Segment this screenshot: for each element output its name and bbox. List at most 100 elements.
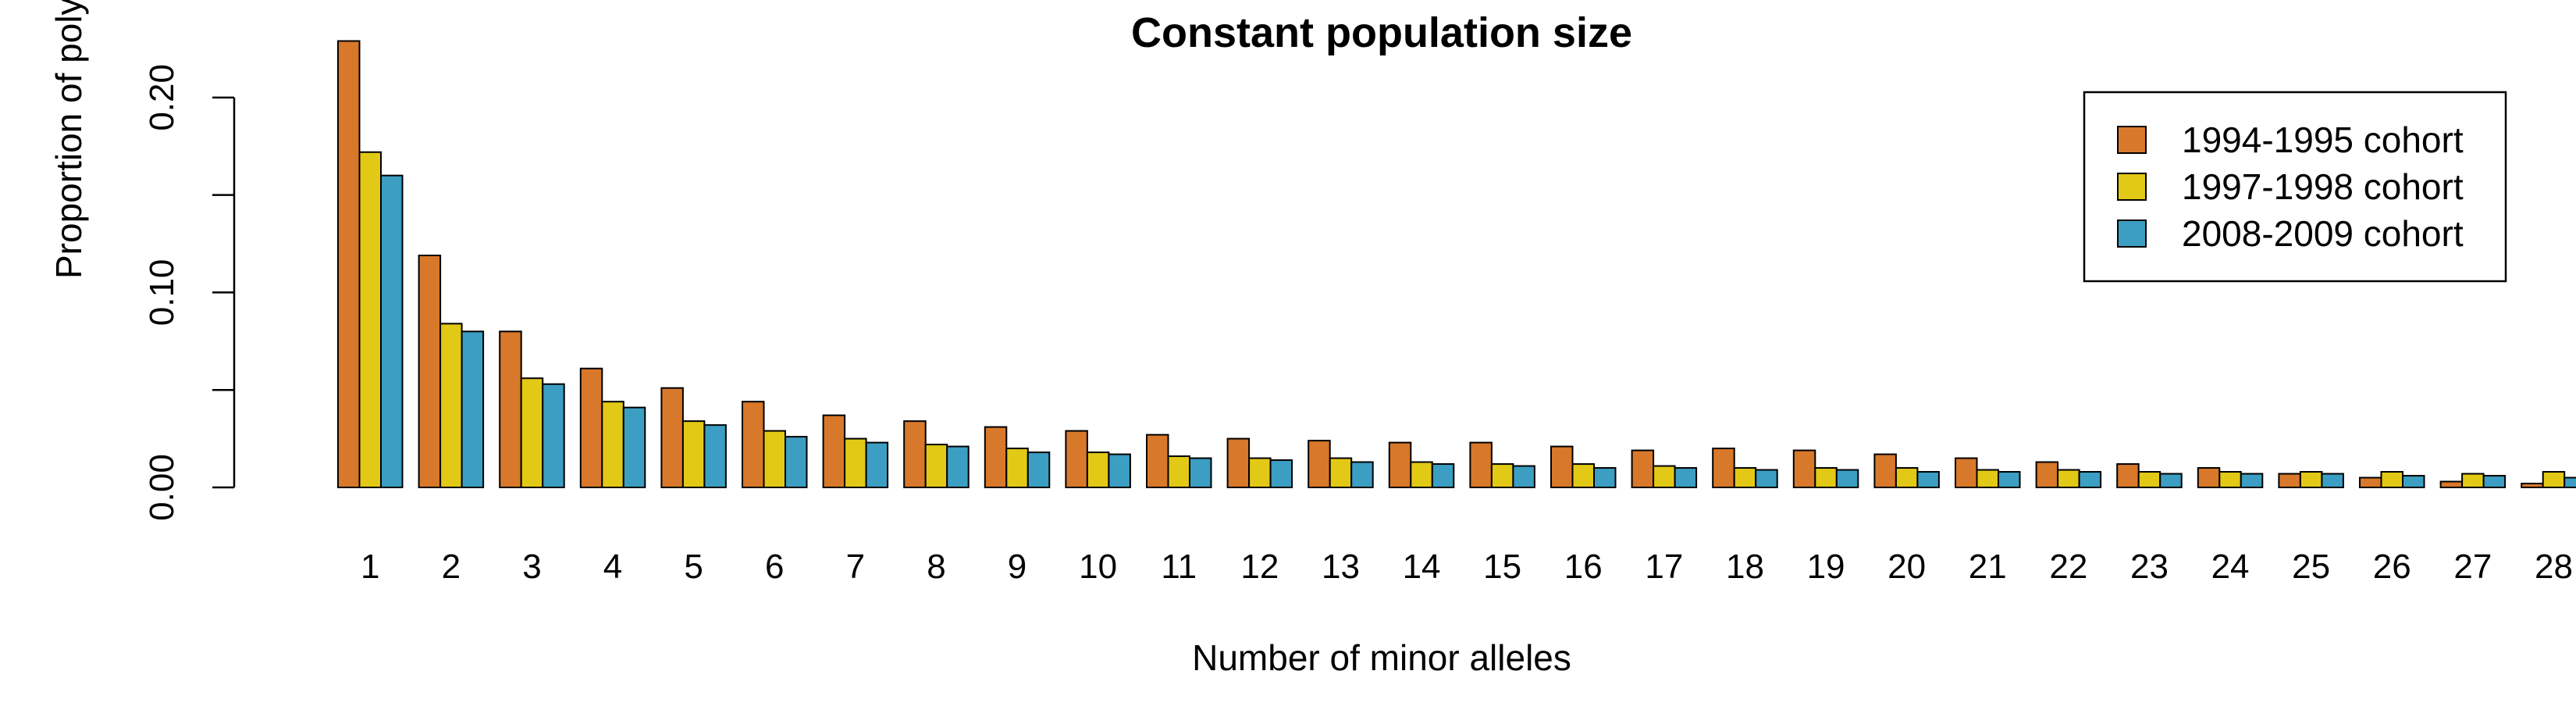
x-tick-label: 15 — [1483, 548, 1521, 586]
bar-2008-2009-cohort-19 — [1835, 469, 1859, 488]
bar-2008-2009-cohort-23 — [2159, 473, 2183, 489]
bar-1997-1998-cohort-12 — [1248, 457, 1272, 489]
bar-1997-1998-cohort-21 — [1976, 469, 1999, 488]
bar-2008-2009-cohort-2 — [461, 330, 485, 489]
bar-1997-1998-cohort-1 — [358, 151, 382, 488]
bar-2008-2009-cohort-28 — [2564, 476, 2576, 488]
bar-1997-1998-cohort-17 — [1653, 465, 1676, 489]
bar-1994-1995-cohort-22 — [2035, 461, 2059, 488]
x-tick-label: 20 — [1888, 548, 1926, 586]
x-tick-label: 24 — [2211, 548, 2250, 586]
bar-1994-1995-cohort-26 — [2359, 476, 2382, 488]
bar-1997-1998-cohort-14 — [1410, 461, 1433, 488]
bar-1994-1995-cohort-7 — [822, 414, 846, 489]
bar-2008-2009-cohort-26 — [2402, 475, 2425, 488]
bar-1994-1995-cohort-10 — [1065, 430, 1088, 489]
bar-2008-2009-cohort-9 — [1026, 451, 1051, 488]
bar-1997-1998-cohort-27 — [2461, 473, 2485, 489]
bar-1994-1995-cohort-5 — [660, 387, 684, 488]
x-tick-label: 6 — [765, 548, 784, 586]
x-tick-label: 2 — [442, 548, 461, 586]
chart-title: Constant population size — [1131, 9, 1632, 56]
bar-1997-1998-cohort-15 — [1490, 463, 1514, 489]
bar-1997-1998-cohort-25 — [2299, 471, 2323, 489]
bar-1997-1998-cohort-10 — [1086, 451, 1110, 488]
x-tick-label: 12 — [1240, 548, 1279, 586]
bar-1994-1995-cohort-20 — [1873, 453, 1897, 488]
bar-1997-1998-cohort-3 — [520, 377, 544, 488]
x-tick-label: 8 — [927, 548, 945, 586]
bar-1994-1995-cohort-12 — [1226, 437, 1251, 489]
y-tick-label: 0.10 — [143, 259, 181, 327]
bar-1997-1998-cohort-24 — [2218, 471, 2242, 489]
legend-swatch — [2117, 126, 2147, 154]
x-tick-label: 21 — [1969, 548, 2007, 586]
bar-2008-2009-cohort-18 — [1755, 469, 1778, 488]
x-tick-label: 13 — [1322, 548, 1360, 586]
x-axis-label: Number of minor alleles — [1192, 637, 1571, 678]
bar-2008-2009-cohort-20 — [1916, 471, 1940, 489]
bar-1997-1998-cohort-11 — [1167, 455, 1190, 489]
bar-1997-1998-cohort-26 — [2380, 471, 2403, 489]
bar-1994-1995-cohort-8 — [903, 420, 927, 488]
legend-box — [2083, 91, 2507, 283]
bar-2008-2009-cohort-5 — [703, 424, 727, 489]
x-tick-label: 22 — [2049, 548, 2087, 586]
bar-2008-2009-cohort-15 — [1512, 465, 1535, 489]
bar-2008-2009-cohort-13 — [1350, 461, 1374, 488]
bar-2008-2009-cohort-3 — [542, 383, 565, 488]
bar-2008-2009-cohort-1 — [380, 174, 404, 488]
bar-1994-1995-cohort-28 — [2521, 483, 2544, 488]
x-tick-label: 9 — [1008, 548, 1026, 586]
bar-1994-1995-cohort-19 — [1792, 449, 1816, 488]
bar-1994-1995-cohort-13 — [1308, 440, 1331, 489]
y-tick-label: 0.20 — [143, 64, 181, 131]
bar-2008-2009-cohort-7 — [865, 441, 889, 488]
bar-1997-1998-cohort-16 — [1571, 463, 1595, 489]
bar-2008-2009-cohort-22 — [2078, 471, 2102, 489]
bar-1997-1998-cohort-28 — [2542, 471, 2566, 489]
bar-1994-1995-cohort-23 — [2116, 463, 2140, 489]
bar-1997-1998-cohort-4 — [601, 401, 624, 488]
bar-1997-1998-cohort-13 — [1329, 457, 1353, 489]
bar-1994-1995-cohort-1 — [337, 40, 361, 488]
bar-1994-1995-cohort-9 — [984, 426, 1008, 488]
bar-2008-2009-cohort-24 — [2240, 473, 2264, 489]
bar-1994-1995-cohort-2 — [418, 255, 442, 488]
bar-2008-2009-cohort-25 — [2321, 473, 2344, 489]
bar-2008-2009-cohort-12 — [1269, 459, 1293, 488]
x-tick-label: 28 — [2535, 548, 2573, 586]
bar-1994-1995-cohort-21 — [1955, 457, 1978, 489]
bar-1997-1998-cohort-6 — [763, 430, 786, 489]
bar-1997-1998-cohort-20 — [1895, 467, 1919, 488]
x-tick-label: 5 — [684, 548, 703, 586]
bar-1997-1998-cohort-7 — [844, 437, 867, 489]
bar-1994-1995-cohort-24 — [2197, 467, 2221, 488]
x-tick-label: 18 — [1726, 548, 1764, 586]
bar-2008-2009-cohort-11 — [1189, 457, 1212, 489]
bar-1994-1995-cohort-14 — [1388, 441, 1412, 488]
y-tick-label: 0.00 — [143, 454, 181, 521]
legend: 1994-1995 cohort 1997-1998 cohort 2008-200… — [2083, 91, 2507, 283]
x-tick-label: 7 — [846, 548, 865, 586]
x-tick-label: 14 — [1403, 548, 1441, 586]
bar-2008-2009-cohort-14 — [1431, 463, 1455, 489]
y-axis-label: Proportion of polymorphic SNPs — [48, 0, 89, 279]
bar-2008-2009-cohort-27 — [2482, 475, 2507, 488]
x-tick-label: 4 — [603, 548, 622, 586]
bar-1997-1998-cohort-2 — [439, 323, 463, 488]
bar-1997-1998-cohort-5 — [681, 420, 706, 488]
bar-1994-1995-cohort-16 — [1550, 445, 1574, 489]
x-tick-label: 26 — [2373, 548, 2411, 586]
x-tick-label: 1 — [361, 548, 379, 586]
x-tick-label: 11 — [1161, 548, 1197, 586]
x-tick-label: 3 — [522, 548, 541, 586]
legend-swatch — [2117, 173, 2147, 201]
bar-1997-1998-cohort-23 — [2137, 471, 2161, 489]
bar-1994-1995-cohort-15 — [1469, 441, 1493, 488]
bar-1994-1995-cohort-25 — [2278, 473, 2301, 489]
bar-1997-1998-cohort-19 — [1814, 467, 1838, 488]
bar-1997-1998-cohort-8 — [924, 444, 948, 488]
legend-label: 2008-2009 cohort — [2182, 213, 2464, 254]
bar-1994-1995-cohort-11 — [1146, 434, 1169, 488]
